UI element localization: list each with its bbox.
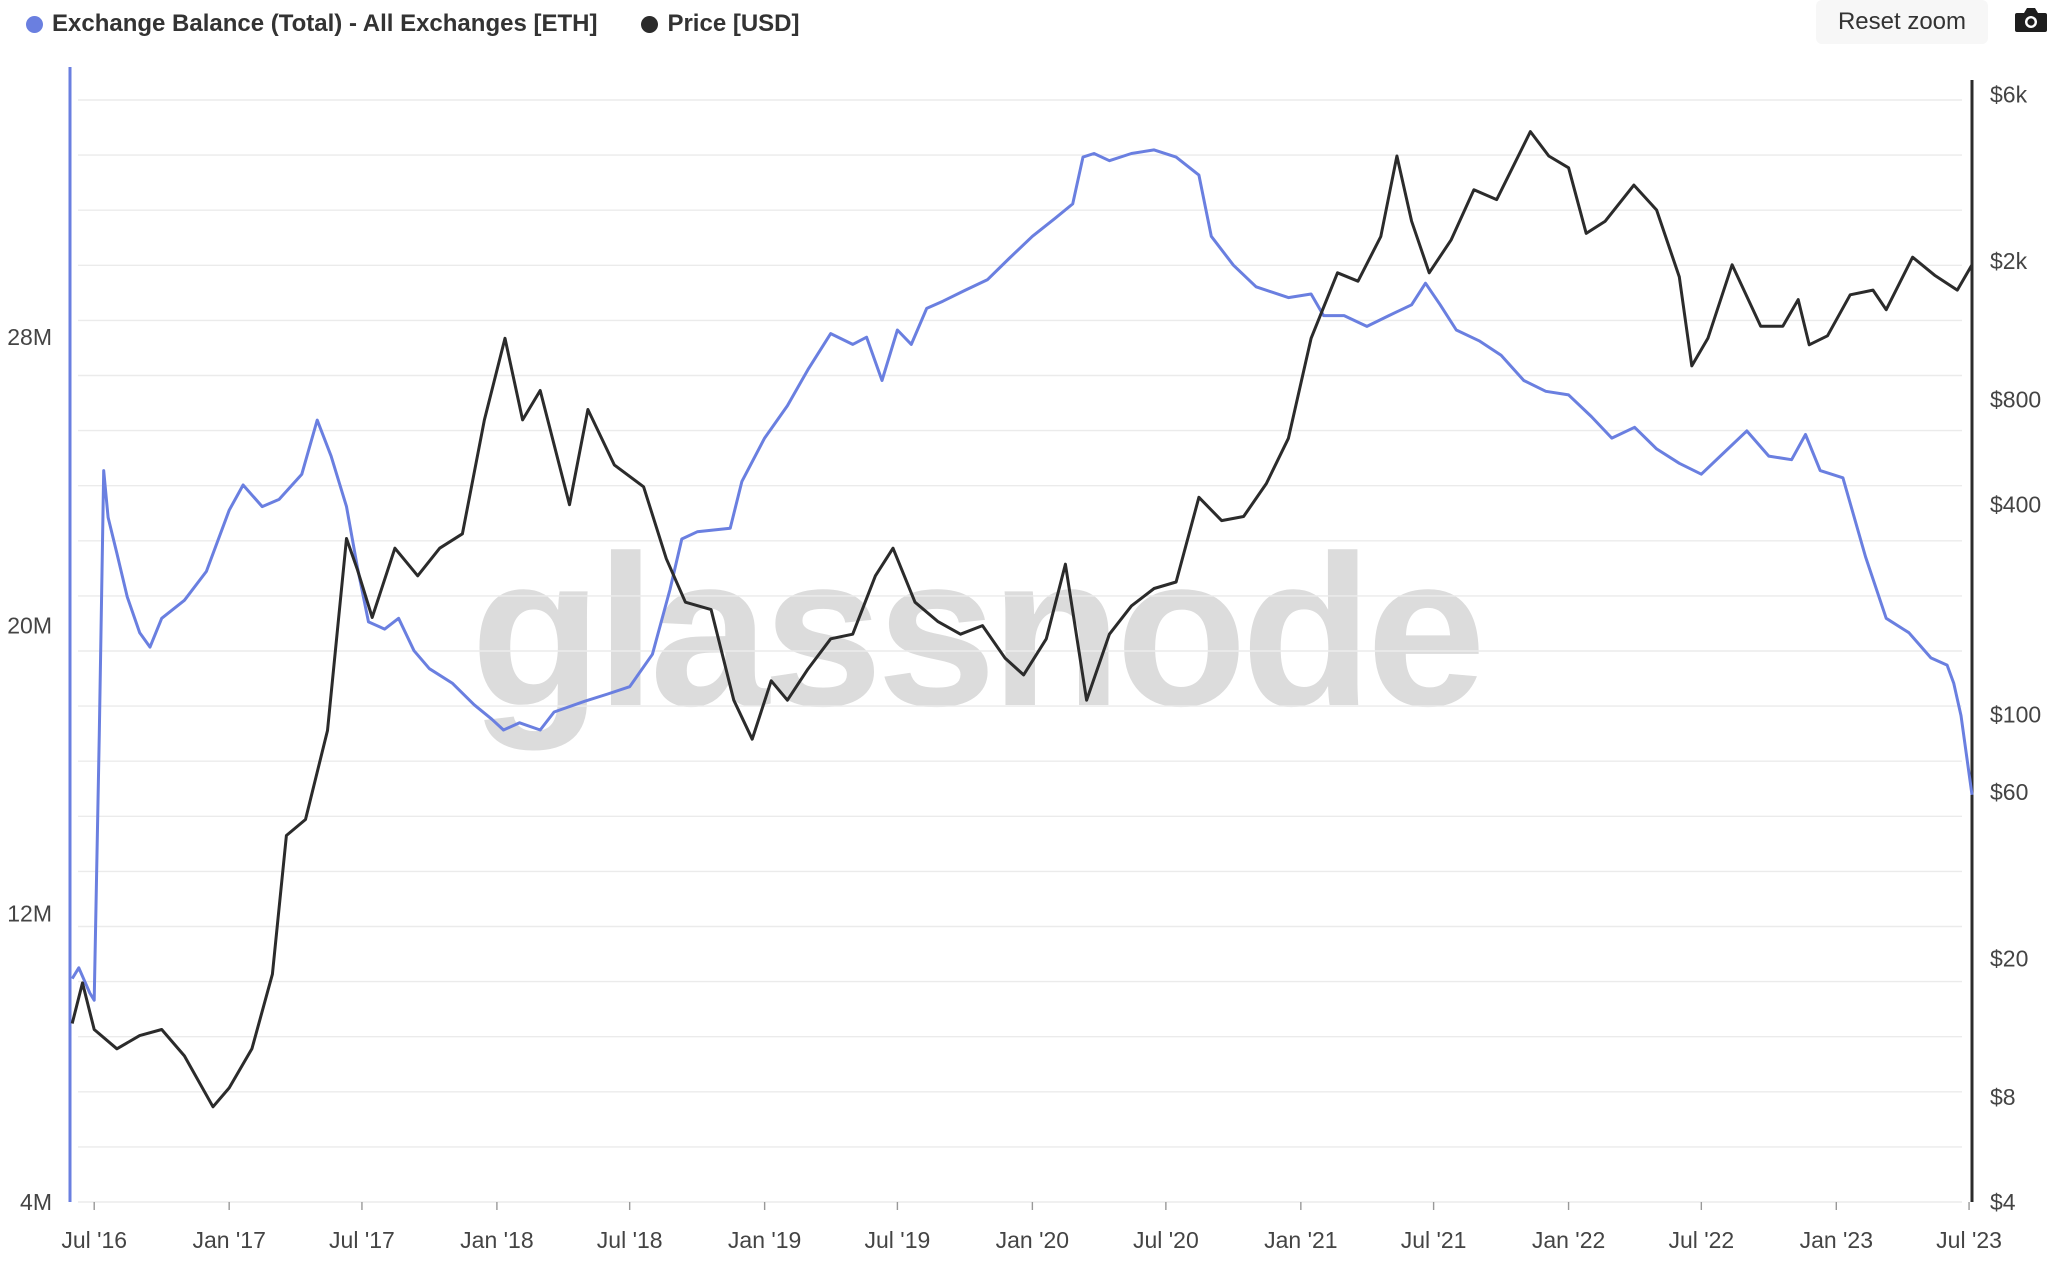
y-left-tick-label: 20M [7,612,52,638]
right-axis-ticks: $4 $8 $20 $60 $100 $400 $800 $2k $6k [1990,82,2041,1215]
x-tick-label: Jul '19 [865,1227,931,1253]
legend-label-exchange-balance: Exchange Balance (Total) - All Exchanges… [52,10,598,37]
legend-item-price[interactable]: Price [USD] [641,10,800,38]
x-tick-label: Jan '20 [996,1227,1069,1253]
left-axis-ticks: 4M 12M 20M 28M [7,324,52,1215]
legend-dot-exchange-balance [26,15,43,33]
x-axis-ticks: Jul '16 Jan '17 Jul '17 Jan '18 Jul '18 Jan '… [61,1202,2002,1253]
x-tick-label: Jul '21 [1401,1227,1467,1253]
camera-icon[interactable] [2014,6,2048,34]
y-right-tick-label: $4 [1990,1189,2016,1215]
legend-dot-price [641,15,659,33]
series-line-price [70,130,1974,1109]
grid-lines [78,99,1962,1203]
chart-legend: Exchange Balance (Total) - All Exchanges… [26,10,800,38]
watermark: glassnode [471,510,1480,751]
legend-item-exchange-balance[interactable]: Exchange Balance (Total) - All Exchanges… [26,10,597,38]
y-right-tick-label: $800 [1990,387,2041,413]
x-tick-label: Jan '22 [1532,1227,1605,1253]
y-right-tick-label: $60 [1990,779,2028,805]
reset-zoom-button[interactable]: Reset zoom [1816,0,1988,44]
x-tick-label: Jul '22 [1668,1227,1734,1253]
series-line-exchange-balance [70,148,1974,1002]
x-tick-label: Jan '23 [1800,1227,1873,1253]
x-tick-label: Jul '18 [597,1227,663,1253]
x-tick-label: Jul '16 [61,1227,127,1253]
x-tick-label: Jul '23 [1936,1227,2002,1253]
x-tick-label: Jan '17 [192,1227,265,1253]
y-right-tick-label: $100 [1990,702,2041,728]
y-left-tick-label: 28M [7,324,52,350]
x-tick-label: Jan '21 [1264,1227,1337,1253]
x-tick-label: Jan '18 [460,1227,533,1253]
x-tick-label: Jan '19 [728,1227,801,1253]
x-tick-label: Jul '17 [329,1227,395,1253]
legend-label-price: Price [USD] [667,10,800,37]
y-left-tick-label: 4M [20,1189,52,1215]
y-right-tick-label: $400 [1990,492,2041,518]
y-left-tick-label: 12M [7,901,52,927]
x-tick-label: Jul '20 [1133,1227,1199,1253]
y-right-tick-label: $6k [1990,82,2028,108]
y-right-tick-label: $8 [1990,1084,2016,1110]
y-right-tick-label: $2k [1990,248,2028,274]
y-right-tick-label: $20 [1990,945,2028,971]
